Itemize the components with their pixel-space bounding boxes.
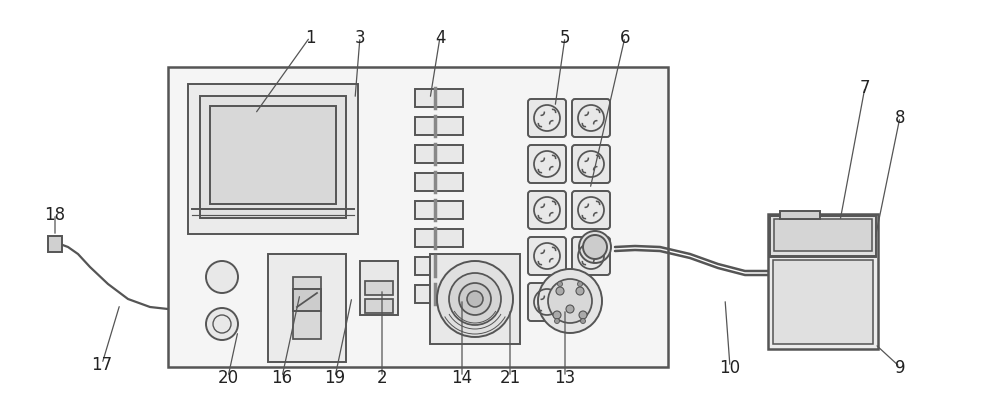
Text: 6: 6 (620, 29, 630, 47)
Circle shape (553, 311, 561, 319)
Circle shape (556, 287, 564, 295)
FancyBboxPatch shape (528, 100, 566, 138)
Bar (780, 211, 820, 220)
Bar (268, 254, 346, 362)
Text: 16: 16 (271, 368, 293, 386)
Text: 1: 1 (305, 29, 315, 47)
Text: 3: 3 (355, 29, 365, 47)
Circle shape (558, 282, 562, 287)
Circle shape (459, 283, 491, 315)
Bar (415, 285, 463, 303)
Bar (415, 229, 463, 247)
FancyBboxPatch shape (528, 237, 566, 275)
FancyBboxPatch shape (528, 283, 566, 321)
FancyBboxPatch shape (572, 237, 610, 275)
FancyBboxPatch shape (572, 191, 610, 229)
Circle shape (206, 261, 238, 293)
Text: 9: 9 (895, 358, 905, 376)
Bar (415, 90, 463, 108)
Bar (430, 254, 520, 344)
Bar (415, 173, 463, 191)
Text: 2: 2 (377, 368, 387, 386)
Bar (365, 299, 393, 313)
Circle shape (449, 273, 501, 325)
Circle shape (583, 236, 607, 259)
FancyBboxPatch shape (572, 146, 610, 184)
Text: 4: 4 (435, 29, 445, 47)
Text: 7: 7 (860, 79, 870, 97)
Text: 10: 10 (719, 358, 741, 376)
Text: 5: 5 (560, 29, 570, 47)
Bar (48, 236, 62, 252)
Bar (293, 277, 321, 339)
Circle shape (580, 319, 586, 324)
Bar (770, 216, 876, 256)
Bar (415, 118, 463, 136)
Circle shape (548, 279, 592, 323)
Bar (188, 85, 358, 234)
Bar (415, 202, 463, 220)
Bar (774, 220, 872, 252)
Text: 19: 19 (324, 368, 346, 386)
Bar (200, 97, 346, 218)
Circle shape (437, 261, 513, 337)
Bar (768, 214, 878, 349)
Text: 14: 14 (451, 368, 473, 386)
Circle shape (579, 311, 587, 319)
Bar (293, 289, 321, 311)
Text: 13: 13 (554, 368, 576, 386)
Bar (365, 281, 393, 295)
Bar (360, 261, 398, 315)
Circle shape (579, 231, 611, 263)
FancyBboxPatch shape (572, 100, 610, 138)
Circle shape (566, 305, 574, 313)
Bar (168, 68, 668, 367)
Text: 8: 8 (895, 109, 905, 127)
Text: 21: 21 (499, 368, 521, 386)
Bar (773, 261, 873, 344)
Circle shape (538, 270, 602, 333)
Circle shape (206, 308, 238, 340)
Bar (415, 146, 463, 164)
FancyBboxPatch shape (528, 146, 566, 184)
Circle shape (554, 319, 560, 324)
FancyBboxPatch shape (528, 191, 566, 229)
Bar (415, 257, 463, 275)
Circle shape (578, 282, 582, 287)
Bar (210, 107, 336, 204)
Circle shape (467, 291, 483, 307)
Text: 20: 20 (217, 368, 239, 386)
Circle shape (576, 287, 584, 295)
Text: 17: 17 (91, 355, 113, 373)
Text: 18: 18 (44, 205, 66, 223)
